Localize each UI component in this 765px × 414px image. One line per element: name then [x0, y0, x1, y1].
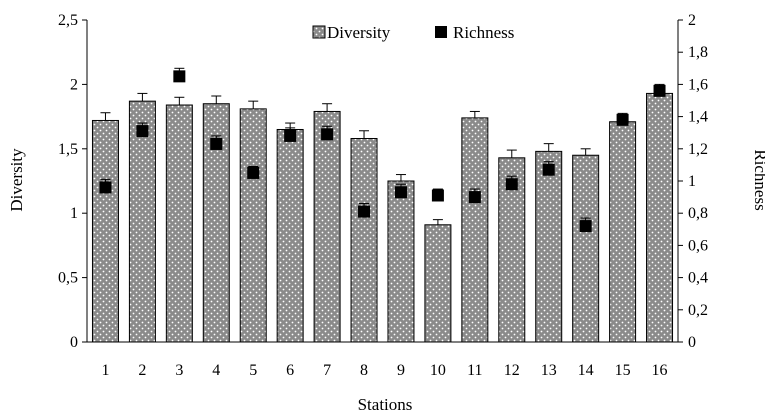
diversity-bar	[350, 137, 378, 343]
x-tick-label: 11	[467, 362, 482, 379]
legend-richness-swatch	[435, 26, 447, 38]
richness-marker	[247, 166, 260, 179]
richness-marker	[284, 129, 297, 142]
diversity-bar	[202, 103, 230, 343]
richness-marker	[616, 113, 629, 126]
diversity-bar	[387, 180, 415, 343]
x-tick-label: 6	[286, 362, 294, 379]
y2-tick-label: 1	[688, 173, 696, 190]
x-tick-label: 14	[578, 362, 594, 379]
y2-tick-label: 1,2	[688, 141, 708, 158]
y2-tick-label: 1,6	[688, 76, 708, 93]
y-axis-title: Diversity	[7, 148, 26, 212]
y2-tick-label: 1,8	[688, 44, 708, 61]
x-tick-label: 12	[504, 362, 520, 379]
y2-tick-label: 1,4	[688, 109, 708, 126]
diversity-bar	[572, 154, 600, 343]
diversity-bars	[91, 92, 674, 343]
richness-marker	[468, 191, 481, 204]
x-axis-title: Stations	[358, 395, 413, 414]
richness-marker	[394, 186, 407, 199]
diversity-bar	[128, 100, 156, 343]
diversity-bar	[276, 128, 304, 343]
diversity-bar	[239, 108, 267, 343]
diversity-bar	[165, 104, 193, 343]
legend: Diversity Richness	[312, 23, 514, 42]
richness-marker	[653, 84, 666, 97]
x-tick-label: 1	[101, 362, 109, 379]
y-tick-label: 2,5	[58, 12, 78, 29]
legend-diversity-label: Diversity	[327, 23, 391, 42]
diversity-bar	[91, 119, 119, 343]
left-axis-ticks: 0 0,5 1 1,5 2 2,5	[58, 12, 87, 351]
richness-marker	[210, 137, 223, 150]
right-axis-ticks: 0 0,2 0,4 0,6 0,8 1 1,2 1,4 1,6 1,8 2	[678, 12, 708, 351]
diversity-bar	[609, 121, 637, 343]
richness-marker	[358, 205, 371, 218]
diversity-bar	[646, 92, 674, 343]
x-tick-label: 13	[541, 362, 557, 379]
y-tick-label: 2	[70, 76, 78, 93]
legend-richness-label: Richness	[453, 23, 514, 42]
y2-tick-label: 0,6	[688, 237, 708, 254]
y-tick-label: 1,5	[58, 141, 78, 158]
x-axis-ticks: 1 2 3 4 5 6 7 8 9 10 11 12 13 14 15 16	[101, 362, 667, 379]
x-tick-label: 16	[652, 362, 668, 379]
diversity-bar	[535, 150, 563, 343]
richness-marker	[173, 70, 186, 83]
x-tick-label: 15	[615, 362, 631, 379]
x-tick-label: 3	[175, 362, 183, 379]
y-tick-label: 0,5	[58, 270, 78, 287]
x-tick-label: 5	[249, 362, 257, 379]
richness-marker	[321, 128, 334, 141]
x-tick-label: 10	[430, 362, 446, 379]
x-tick-label: 2	[138, 362, 146, 379]
x-tick-label: 4	[212, 362, 220, 379]
legend-diversity-swatch	[312, 25, 326, 39]
y-tick-label: 1	[70, 205, 78, 222]
diversity-bar	[424, 224, 452, 343]
richness-marker	[505, 178, 518, 191]
x-tick-label: 9	[397, 362, 405, 379]
y2-tick-label: 0,2	[688, 302, 708, 319]
diversity-bar	[461, 117, 489, 343]
x-tick-label: 7	[323, 362, 331, 379]
richness-markers	[99, 67, 666, 233]
richness-marker	[542, 163, 555, 176]
y2-tick-label: 2	[688, 12, 696, 29]
y-tick-label: 0	[70, 334, 78, 351]
richness-marker	[579, 220, 592, 233]
diversity-bar	[313, 110, 341, 343]
richness-marker	[136, 125, 149, 138]
richness-marker	[431, 189, 444, 202]
x-tick-label: 8	[360, 362, 368, 379]
y2-tick-label: 0	[688, 334, 696, 351]
richness-marker	[99, 181, 112, 194]
y2-tick-label: 0,4	[688, 270, 708, 287]
y2-axis-title: Richness	[751, 149, 765, 210]
y2-tick-label: 0,8	[688, 205, 708, 222]
